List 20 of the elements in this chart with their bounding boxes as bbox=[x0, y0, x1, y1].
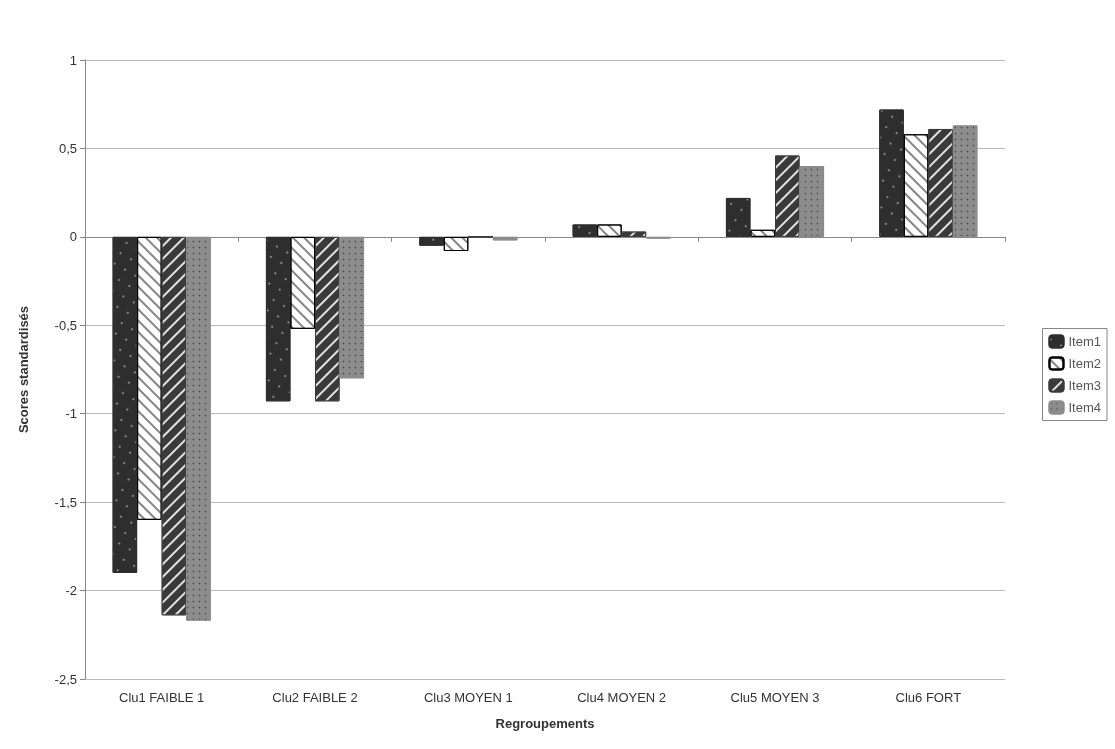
y-tick-label: -2 bbox=[65, 583, 77, 599]
legend-label: Item4 bbox=[1068, 400, 1101, 415]
legend-label: Item1 bbox=[1068, 334, 1101, 349]
x-tick-label: Clu6 FORT bbox=[895, 690, 962, 705]
x-axis-title: Regroupements bbox=[495, 716, 595, 731]
y-tick-label: 0,5 bbox=[58, 140, 77, 156]
x-tick-label: Clu3 MOYEN 1 bbox=[423, 690, 513, 705]
y-tick-label: 1 bbox=[69, 52, 77, 68]
x-tick-label: Clu2 FAIBLE 2 bbox=[272, 690, 358, 705]
x-tick-label: Clu5 MOYEN 3 bbox=[730, 690, 820, 705]
y-tick-label: -0,5 bbox=[54, 317, 77, 333]
legend-label: Item3 bbox=[1068, 378, 1101, 393]
legend-label: Item2 bbox=[1068, 356, 1101, 371]
x-tick-label: Clu1 FAIBLE 1 bbox=[119, 690, 205, 705]
x-tick-label: Clu4 MOYEN 2 bbox=[577, 690, 667, 705]
y-tick-label: -1 bbox=[65, 406, 77, 422]
y-tick-label: -2,5 bbox=[54, 671, 77, 687]
y-tick-label: -1,5 bbox=[54, 494, 77, 510]
y-tick-label: 0 bbox=[69, 229, 77, 245]
y-axis-title: Scores standardisés bbox=[16, 305, 31, 434]
